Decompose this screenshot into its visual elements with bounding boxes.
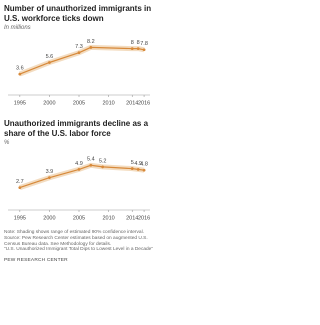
value-label: 4.8 — [140, 162, 148, 168]
point — [142, 48, 146, 52]
chart-title: Unauthorized immigrants decline as a sha… — [4, 119, 149, 138]
line — [19, 164, 145, 189]
point — [136, 47, 140, 50]
note: “U.S. Unauthorized Immigrant Total Dips … — [4, 247, 153, 253]
point — [77, 51, 81, 55]
point — [48, 61, 51, 64]
x-tick-label: 2010 — [102, 100, 114, 106]
value-label: 3.6 — [16, 66, 24, 72]
value-label: 4.9 — [134, 161, 142, 167]
chart: Unauthorized immigrants decline as a sha… — [0, 119, 157, 224]
point — [130, 167, 134, 170]
value-label: 4.9 — [75, 161, 83, 167]
charts: Number of unauthorized immigrants in U.S… — [0, 4, 157, 224]
value-label: 5.6 — [46, 54, 54, 60]
x-tick-label: 2014 — [126, 100, 138, 106]
x-tick-label: 1995 — [14, 100, 26, 106]
x-tick-label: 2000 — [43, 100, 55, 106]
point — [130, 47, 134, 50]
point — [18, 72, 22, 76]
point — [142, 168, 146, 172]
value-label: 5 — [131, 160, 134, 166]
x-tick-label: 2005 — [73, 100, 85, 106]
x-tick-label: 2010 — [102, 215, 114, 221]
point — [101, 165, 105, 169]
x-tick-label: 2014 — [126, 215, 138, 221]
chart-title: Number of unauthorized immigrants in U.S… — [4, 4, 152, 23]
point — [89, 46, 93, 49]
page: {"chart_data":[ {"type":"line","title":"… — [0, 4, 157, 325]
x-tick-label: 1995 — [14, 215, 26, 221]
value-label: 2.7 — [16, 179, 24, 185]
point — [136, 168, 140, 171]
x-tick-label: 2016 — [138, 215, 150, 221]
point — [48, 176, 51, 180]
point — [18, 186, 22, 190]
x-tick-label: 2005 — [73, 215, 85, 221]
chart-subtitle: % — [4, 140, 10, 146]
notes: Note: Shading shows range of estimated 9… — [0, 230, 157, 253]
value-label: 7.8 — [140, 41, 148, 47]
value-label: 7.3 — [75, 44, 83, 50]
value-label: 8 — [131, 40, 134, 46]
chart-subtitle: In millions — [4, 25, 31, 31]
value-label: 3.9 — [46, 169, 54, 175]
point — [77, 168, 81, 171]
value-label: 8.2 — [87, 39, 95, 45]
value-label: 5.2 — [99, 158, 107, 164]
line — [19, 46, 145, 75]
chart: Number of unauthorized immigrants in U.S… — [0, 4, 157, 109]
point — [89, 163, 93, 167]
x-tick-label: 2016 — [138, 100, 150, 106]
note: Source: Pew Research Center estimates ba… — [4, 235, 148, 247]
plot: 1995 2000 2005 2010 2014 2016 2.7 3.9 4.9 5.4 5.2 5… — [8, 157, 150, 221]
value-label: 5.4 — [87, 157, 95, 163]
x-tick-label: 2000 — [43, 215, 55, 221]
value-label: 8 — [137, 40, 140, 46]
note: Note: Shading shows range of estimated 9… — [4, 230, 144, 235]
org: PEW RESEARCH CENTER — [4, 258, 68, 264]
